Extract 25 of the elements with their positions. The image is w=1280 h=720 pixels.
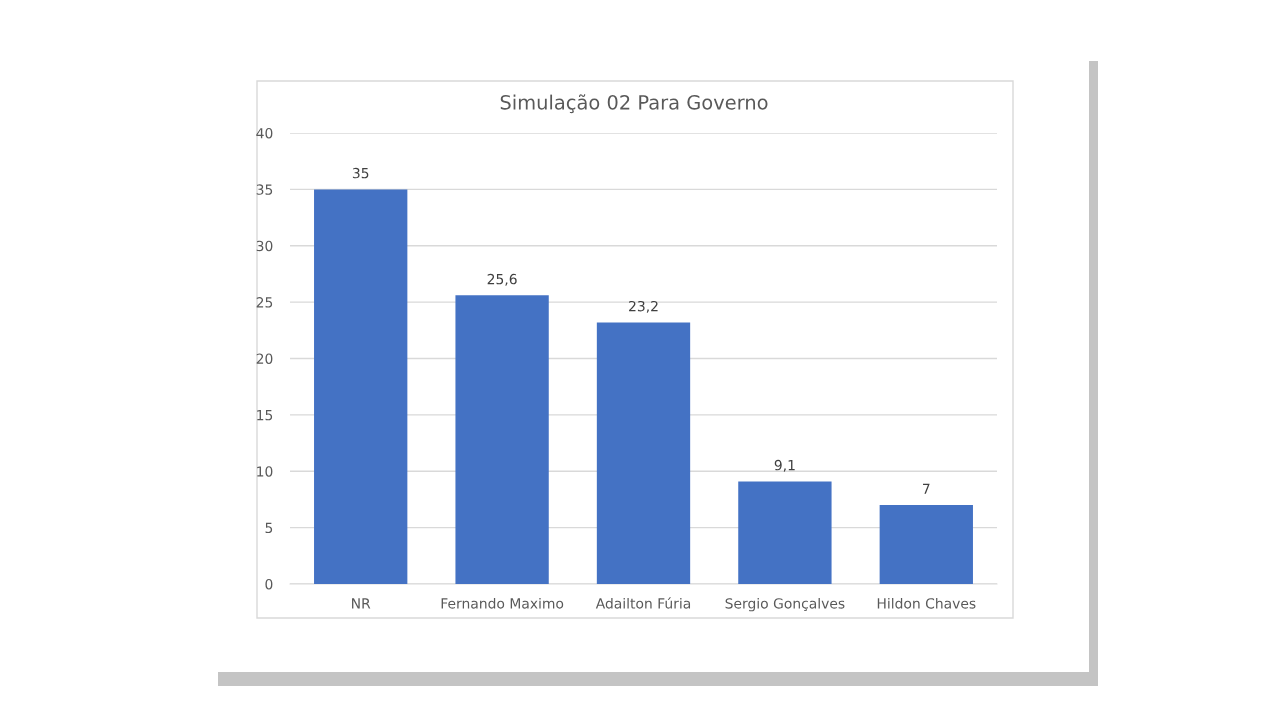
bar [738, 481, 832, 584]
data-label: 9,1 [774, 459, 795, 472]
data-label: 7 [923, 483, 930, 494]
y-tick-label: 5 [265, 522, 273, 534]
y-tick-label: 35 [256, 184, 273, 195]
y-tick-label: 20 [256, 353, 273, 364]
y-tick-label: 0 [265, 578, 273, 590]
bar [596, 322, 691, 584]
data-label: 35 [352, 167, 369, 179]
y-tick-label: 30 [256, 240, 273, 252]
x-tick-label: Fernando Maximo [441, 597, 564, 609]
x-tick-label: NR [352, 598, 371, 609]
x-tick-label: Hildon Chaves [877, 597, 976, 609]
chart-title: Simulação 02 Para Governo [500, 94, 768, 114]
y-tick-label: 15 [257, 410, 273, 421]
bar [455, 295, 549, 584]
data-label: 25,6 [487, 273, 517, 286]
x-tick-label: Adailton Fúria [595, 597, 691, 609]
data-label: 23,2 [629, 300, 658, 313]
bar [879, 505, 973, 584]
x-tick-label: Sergio Gonçalves [725, 597, 845, 612]
y-tick-label: 40 [256, 127, 273, 139]
bar [314, 189, 408, 584]
y-tick-label: 25 [256, 297, 273, 308]
y-tick-label: 10 [257, 466, 273, 477]
